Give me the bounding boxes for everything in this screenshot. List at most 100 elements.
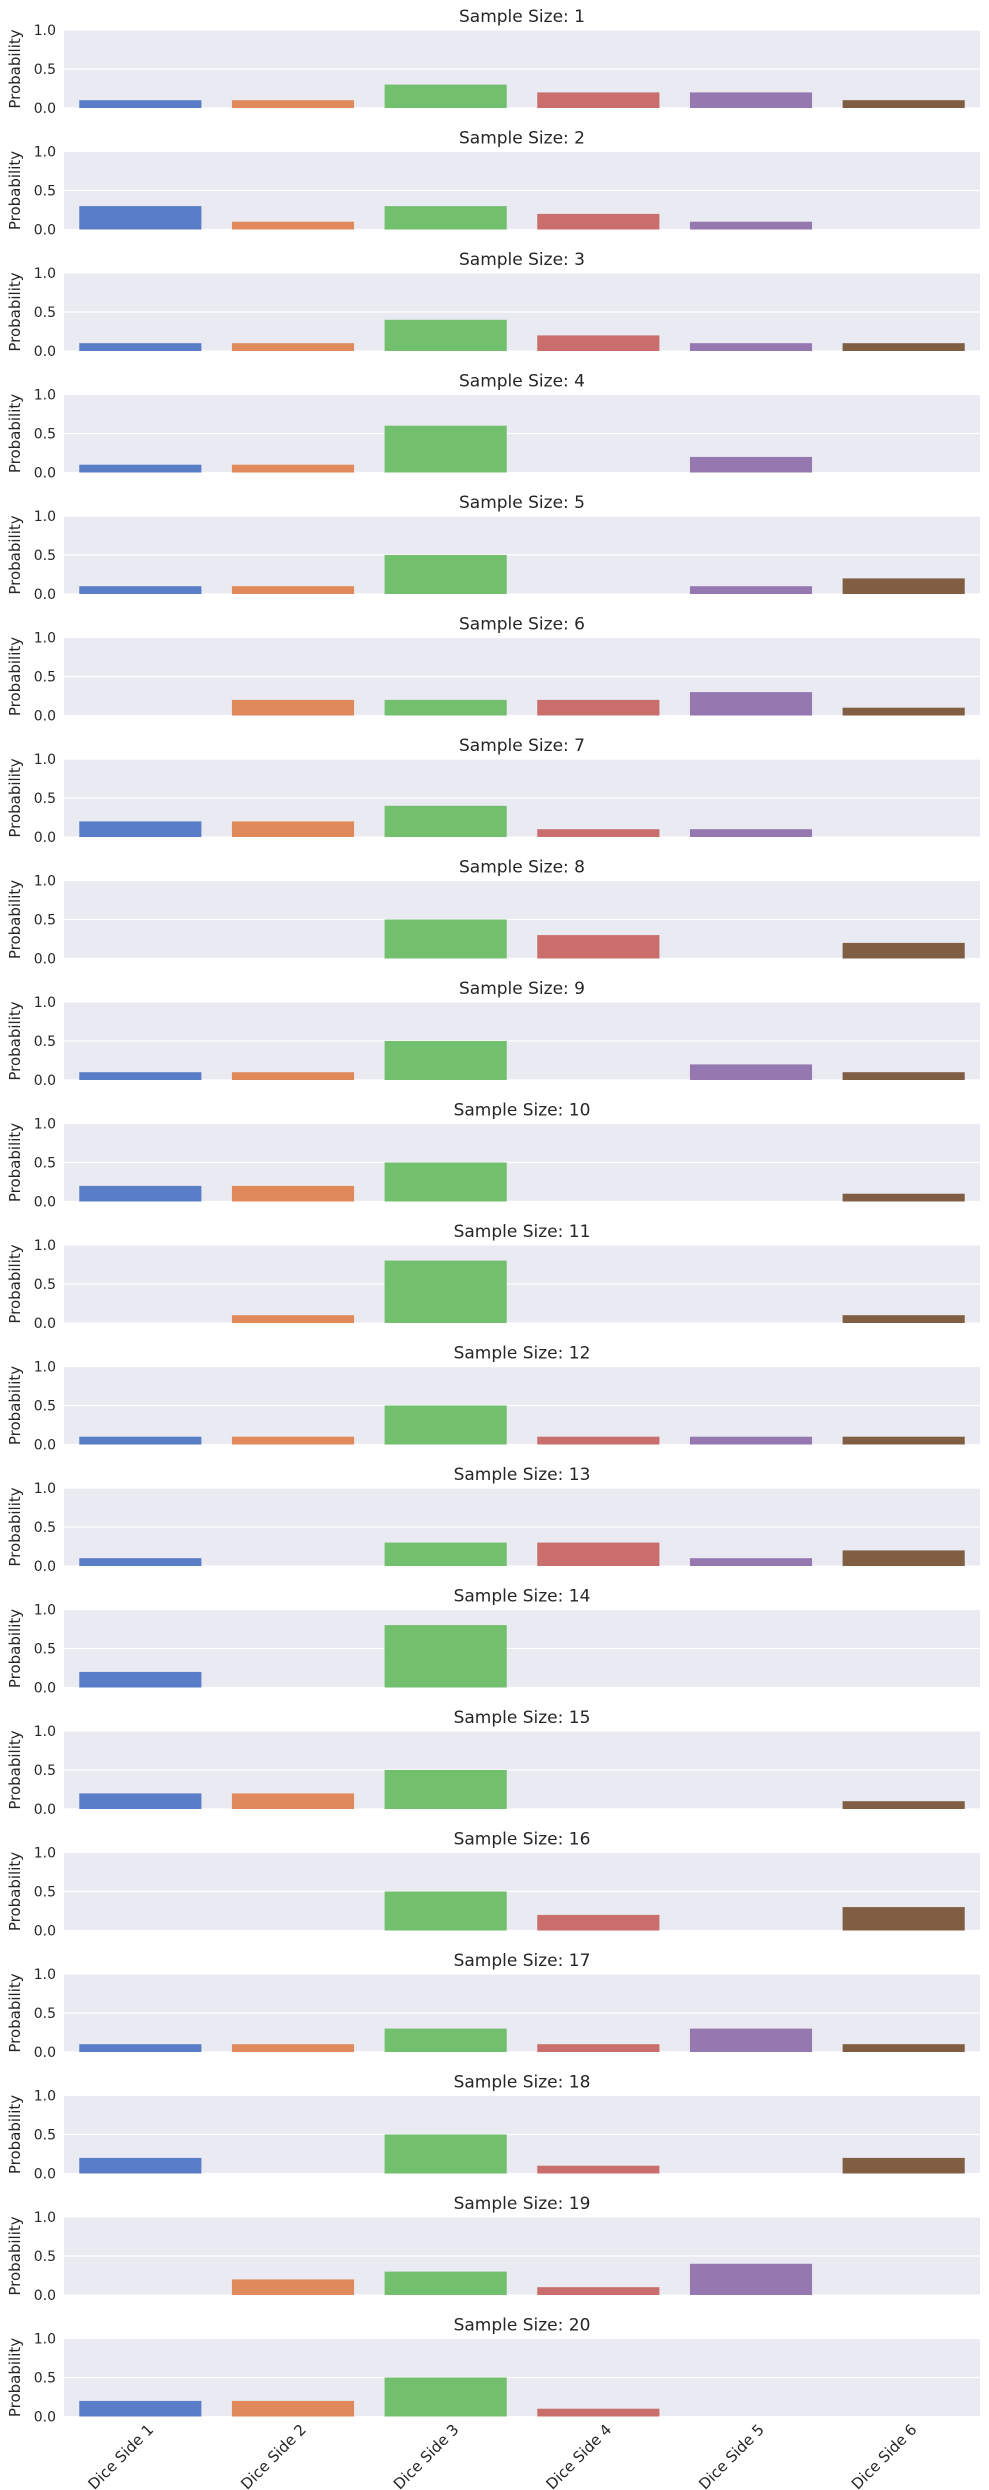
- subplot: 0.0 0.5 1.0 Sample Size: 14 Probability: [6, 1587, 980, 1697]
- subplot: 0.0 0.5 1.0 Sample Size: 19 Probability: [6, 2194, 980, 2304]
- y-tick-label: 0.0: [34, 1924, 56, 1940]
- y-tick-label: 0.0: [34, 2167, 56, 2183]
- bar-dice-side-6: [842, 1072, 965, 1080]
- y-tick-label: 0.5: [34, 670, 56, 686]
- subplot: 0.0 0.5 1.0 Sample Size: 4 Probability: [6, 372, 980, 482]
- y-axis-label: Probability: [6, 515, 24, 594]
- y-tick-label: 0.0: [34, 2045, 56, 2061]
- bar-dice-side-1: [79, 343, 202, 351]
- y-axis-label: Probability: [6, 29, 24, 108]
- bar-dice-side-5: [689, 586, 813, 594]
- subplot: 0.0 0.5 1.0 Sample Size: 20 Probability: [6, 2316, 980, 2426]
- bar-dice-side-5: [689, 2263, 813, 2295]
- bar-dice-side-6: [842, 100, 965, 108]
- bar-dice-side-3: [384, 2377, 507, 2417]
- bar-dice-side-3: [384, 1162, 507, 1202]
- y-tick-label: 0.0: [34, 101, 56, 117]
- y-tick-label: 1.0: [34, 1846, 56, 1862]
- bar-dice-side-4: [537, 2165, 660, 2174]
- bar-dice-side-3: [384, 425, 507, 473]
- bar-dice-side-1: [79, 464, 202, 473]
- subplot-title: Sample Size: 11: [454, 1222, 591, 1242]
- bar-dice-side-3: [384, 319, 507, 351]
- x-tick-label: Dice Side 5: [695, 2421, 768, 2490]
- bar-dice-side-2: [231, 821, 355, 837]
- y-tick-label: 0.5: [34, 2006, 56, 2022]
- bar-dice-side-2: [231, 586, 355, 594]
- bar-dice-side-2: [231, 1072, 355, 1080]
- bar-dice-side-5: [689, 692, 813, 716]
- y-tick-label: 0.5: [34, 913, 56, 929]
- y-tick-label: 1.0: [34, 752, 56, 768]
- subplot-title: Sample Size: 12: [454, 1344, 591, 1364]
- subplot: 0.0 0.5 1.0 Sample Size: 2 Probability: [6, 129, 980, 239]
- y-axis-label: Probability: [6, 2216, 24, 2295]
- bar-dice-side-6: [842, 1436, 965, 1445]
- y-tick-label: 0.5: [34, 791, 56, 807]
- subplot: 0.0 0.5 1.0 Sample Size: 7 Probability: [6, 736, 980, 846]
- subplot: 0.0 0.5 1.0 Sample Size: 10 Probability: [6, 1101, 980, 1211]
- y-tick-label: 0.0: [34, 223, 56, 239]
- bar-dice-side-3: [384, 1405, 507, 1445]
- bar-dice-side-1: [79, 1558, 202, 1566]
- y-tick-label: 0.5: [34, 427, 56, 443]
- y-tick-label: 1.0: [34, 2210, 56, 2226]
- y-tick-label: 0.0: [34, 830, 56, 846]
- bar-dice-side-2: [231, 1793, 355, 1809]
- bar-dice-side-1: [79, 1436, 202, 1445]
- bar-dice-side-2: [231, 1185, 355, 1202]
- y-tick-label: 0.0: [34, 1559, 56, 1575]
- y-tick-label: 1.0: [34, 1481, 56, 1497]
- bar-dice-side-4: [537, 935, 660, 959]
- bar-dice-side-4: [537, 829, 660, 837]
- bar-dice-side-3: [384, 2028, 507, 2052]
- y-tick-label: 1.0: [34, 1603, 56, 1619]
- y-axis-label: Probability: [6, 1609, 24, 1688]
- subplot: 0.0 0.5 1.0 Sample Size: 6 Probability: [6, 615, 980, 725]
- y-axis-label: Probability: [6, 2338, 24, 2417]
- bar-dice-side-5: [689, 1436, 813, 1445]
- bar-dice-side-2: [231, 699, 355, 716]
- bar-dice-side-2: [231, 100, 355, 108]
- y-tick-label: 0.5: [34, 2249, 56, 2265]
- y-tick-label: 0.5: [34, 305, 56, 321]
- bar-dice-side-1: [79, 206, 202, 230]
- bar-dice-side-3: [384, 206, 507, 230]
- bar-dice-side-5: [689, 2028, 813, 2052]
- y-axis-label: Probability: [6, 1366, 24, 1445]
- bar-dice-side-3: [384, 919, 507, 959]
- subplot: 0.0 0.5 1.0 Sample Size: 8 Probability: [6, 858, 980, 968]
- bar-dice-side-2: [231, 1315, 355, 1323]
- y-axis-label: Probability: [6, 1973, 24, 2052]
- y-axis-label: Probability: [6, 1730, 24, 1809]
- bar-dice-side-6: [842, 1315, 965, 1323]
- y-tick-label: 0.5: [34, 1885, 56, 1901]
- bar-dice-side-2: [231, 2279, 355, 2295]
- y-axis-label: Probability: [6, 1487, 24, 1566]
- y-tick-label: 0.5: [34, 548, 56, 564]
- x-tick-label: Dice Side 3: [390, 2421, 463, 2490]
- y-tick-label: 0.5: [34, 62, 56, 78]
- y-tick-label: 0.5: [34, 1642, 56, 1658]
- bar-dice-side-6: [842, 1193, 965, 1202]
- y-tick-label: 0.0: [34, 1316, 56, 1332]
- y-tick-label: 1.0: [34, 2332, 56, 2348]
- y-tick-label: 1.0: [34, 995, 56, 1011]
- y-tick-label: 0.0: [34, 2410, 56, 2426]
- y-axis-label: Probability: [6, 637, 24, 716]
- bar-dice-side-4: [537, 1436, 660, 1445]
- y-tick-label: 1.0: [34, 2089, 56, 2105]
- subplot: 0.0 0.5 1.0 Sample Size: 11 Probability: [6, 1222, 980, 1332]
- bar-dice-side-3: [384, 2134, 507, 2174]
- subplot-title: Sample Size: 19: [454, 2194, 591, 2214]
- bar-dice-side-1: [79, 2044, 202, 2052]
- bar-dice-side-6: [842, 343, 965, 351]
- subplot-title: Sample Size: 7: [459, 736, 585, 756]
- subplot-title: Sample Size: 16: [454, 1830, 591, 1850]
- y-tick-label: 1.0: [34, 509, 56, 525]
- bar-dice-side-5: [689, 829, 813, 837]
- y-tick-label: 1.0: [34, 266, 56, 282]
- y-axis-label: Probability: [6, 151, 24, 230]
- y-tick-label: 0.0: [34, 1073, 56, 1089]
- y-tick-label: 1.0: [34, 388, 56, 404]
